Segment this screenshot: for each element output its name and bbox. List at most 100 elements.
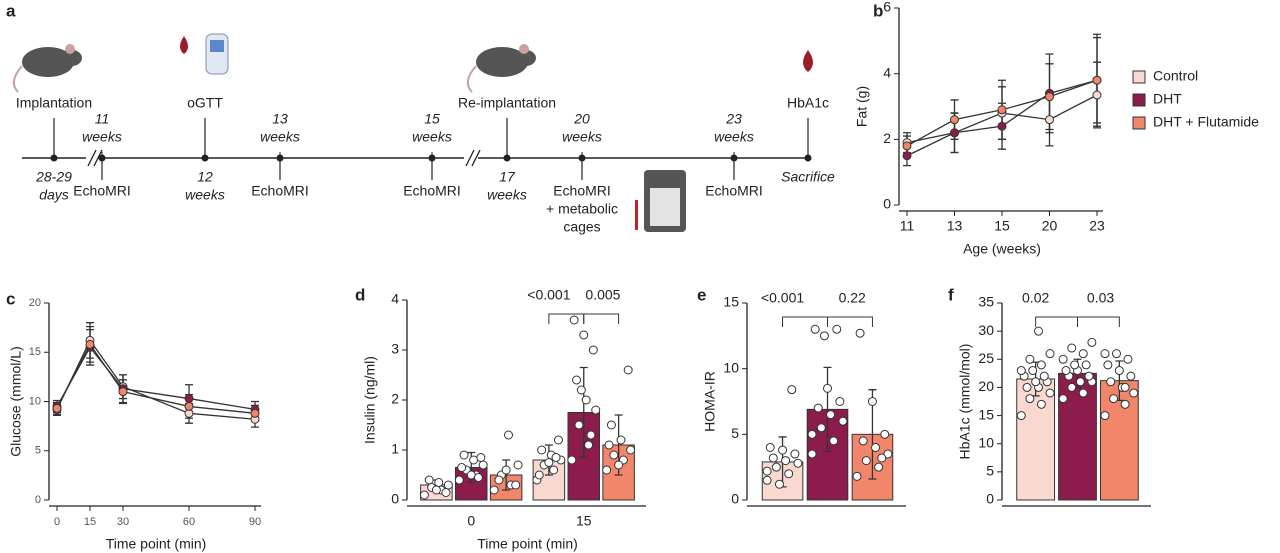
- data-point: [626, 445, 636, 455]
- data-point: [574, 420, 584, 430]
- data-point: [1120, 382, 1130, 392]
- timeline-break-mark: [465, 149, 475, 167]
- data-point: [1036, 360, 1046, 370]
- event-label-below: EchoMRI: [705, 183, 763, 199]
- event-label-above: 20: [573, 111, 590, 127]
- data-point: [85, 339, 95, 349]
- event-label-below: weeks: [487, 187, 527, 203]
- data-point: [581, 395, 591, 405]
- error-bar: [823, 366, 832, 453]
- data-point: [871, 442, 881, 452]
- event-label-above: HbA1c: [787, 95, 829, 111]
- y-tick-label: 15: [29, 346, 41, 358]
- data-point: [1126, 371, 1136, 381]
- data-point: [774, 479, 784, 489]
- data-point: [852, 471, 862, 481]
- y-axis-label: HbA1c (mmol/mol): [957, 344, 973, 460]
- x-tick-label: 15: [994, 218, 1010, 234]
- data-point: [576, 385, 586, 395]
- y-tick-label: 30: [978, 322, 994, 338]
- x-tick-label: 90: [249, 516, 261, 528]
- y-axis-label: HOMA-IR: [702, 371, 718, 432]
- data-point: [513, 460, 523, 470]
- mouse-icon: [12, 44, 82, 93]
- event-label-below: days: [39, 187, 69, 203]
- data-point: [787, 385, 797, 395]
- data-point: [184, 401, 194, 411]
- timeline-break-mark: [87, 149, 97, 167]
- data-point: [511, 480, 521, 490]
- y-tick-label: 3: [391, 341, 399, 357]
- significance-bracket: [782, 316, 828, 327]
- significance-bracket: [827, 316, 873, 327]
- chart: e 0 5 10 15 HOMA-IR <0.001 0.22: [697, 285, 906, 507]
- data-point: [489, 485, 499, 495]
- data-point: [424, 475, 434, 485]
- significance-bracket: [1035, 316, 1078, 327]
- x-tick-label: 20: [1042, 218, 1058, 234]
- data-point: [832, 324, 842, 334]
- data-point: [1092, 75, 1102, 85]
- event-label-above: Re-implantation: [458, 95, 556, 111]
- event-label-above: weeks: [562, 129, 602, 145]
- data-point: [790, 449, 800, 459]
- y-tick-label: 1: [391, 441, 399, 457]
- y-tick-label: 0: [35, 494, 41, 506]
- data-point: [778, 445, 788, 455]
- event-label-above: Implantation: [16, 95, 92, 111]
- data-point: [579, 330, 589, 340]
- data-point: [1058, 354, 1068, 364]
- data-point: [588, 345, 598, 355]
- data-point: [1070, 360, 1080, 370]
- data-point: [1045, 115, 1054, 125]
- panel-letter: c: [6, 289, 15, 308]
- data-point: [768, 453, 778, 463]
- data-point: [494, 475, 504, 485]
- data-point: [997, 105, 1007, 115]
- event-label-below: 17: [499, 169, 516, 185]
- significance-label: 0.03: [1087, 290, 1114, 306]
- data-point: [771, 462, 781, 472]
- y-tick-label: 35: [978, 294, 994, 310]
- timeline-break: [464, 155, 478, 161]
- y-tick-label: 6: [883, 0, 891, 15]
- data-point: [807, 429, 817, 439]
- event-label-below: 28-29: [35, 169, 72, 185]
- data-point: [1045, 349, 1055, 359]
- data-point: [765, 442, 775, 452]
- chart: b 0 2 4 6 Fat (g) Age (weeks) 11 13 15 20 23 Control…: [854, 0, 1259, 257]
- data-point: [1106, 377, 1116, 387]
- data-point: [614, 460, 624, 470]
- data-point: [810, 324, 820, 334]
- x-tick-label: 0: [54, 516, 60, 528]
- cage-icon: [635, 170, 686, 232]
- event-label-above: weeks: [714, 129, 754, 145]
- significance-label: 0.02: [1022, 290, 1049, 306]
- data-point: [1025, 394, 1035, 404]
- data-point: [606, 420, 616, 430]
- data-point: [1092, 90, 1102, 100]
- data-point: [1120, 399, 1130, 409]
- event-label-below: Sacrifice: [781, 169, 835, 185]
- blood-drop: [803, 50, 813, 72]
- data-point: [419, 490, 429, 500]
- data-point: [476, 453, 486, 462]
- y-tick-label: 20: [978, 378, 994, 394]
- data-point: [1067, 343, 1077, 353]
- data-point: [1067, 382, 1077, 392]
- panel-letter: a: [6, 1, 16, 20]
- x-tick-label: 30: [117, 516, 129, 528]
- data-point: [604, 440, 614, 450]
- data-point: [762, 475, 772, 485]
- data-point: [1025, 354, 1035, 364]
- significance-label: 0.22: [839, 290, 866, 306]
- data-point: [855, 328, 865, 338]
- data-point: [572, 375, 582, 385]
- data-point: [609, 450, 619, 460]
- data-point: [504, 430, 514, 440]
- y-tick-label: 10: [29, 395, 41, 407]
- timeline-break: [86, 155, 100, 161]
- data-point: [784, 469, 794, 479]
